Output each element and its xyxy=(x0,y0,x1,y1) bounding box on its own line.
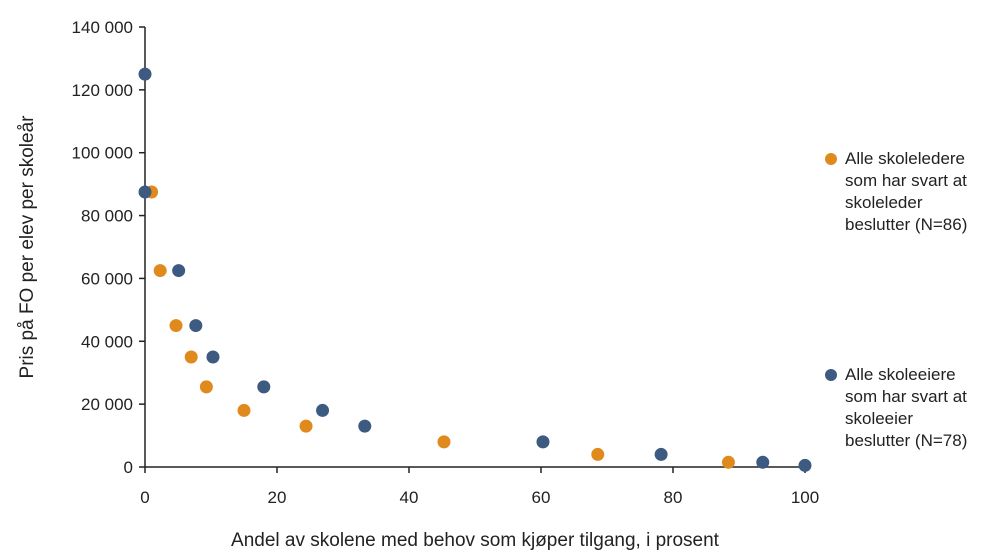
legend-label-line: som har svart at xyxy=(845,387,967,406)
data-point-skoleeiere xyxy=(536,435,550,449)
legend-label-line: Alle skoleeiere xyxy=(845,365,956,384)
x-tick-label: 100 xyxy=(791,488,819,507)
y-tick-label: 0 xyxy=(124,458,133,477)
data-point-skoleeiere xyxy=(316,403,330,417)
x-tick-label: 20 xyxy=(268,488,287,507)
data-point-skoleledere xyxy=(299,419,313,433)
data-point-skoleeiere xyxy=(138,67,152,81)
y-tick-label: 100 000 xyxy=(72,144,133,163)
y-tick-label: 120 000 xyxy=(72,81,133,100)
y-tick-label: 140 000 xyxy=(72,18,133,37)
x-axis-ticks: 0 20 40 60 80 100 xyxy=(140,467,819,507)
x-tick-label: 60 xyxy=(532,488,551,507)
y-tick-label: 80 000 xyxy=(81,207,133,226)
legend-item-skoleeiere: Alle skoleeiere som har svart at skoleei… xyxy=(825,364,1005,452)
legend-marker-blue xyxy=(825,369,837,381)
data-point-skoleeiere xyxy=(189,319,203,333)
data-point-skoleeiere xyxy=(172,264,186,278)
data-points xyxy=(138,67,812,472)
y-axis-ticks: 0 20 000 40 000 60 000 80 000 100 000 120 000 1… xyxy=(72,18,145,477)
x-tick-label: 0 xyxy=(140,488,149,507)
legend-marker-orange xyxy=(825,153,837,165)
x-axis-title: Andel av skolene med behov som kjøper ti… xyxy=(231,530,720,551)
legend: Alle skoleledere som har svart at skolel… xyxy=(0,0,1005,450)
x-tick-label: 80 xyxy=(664,488,683,507)
data-point-skoleledere xyxy=(591,447,605,461)
legend-label-line: skoleeier xyxy=(845,409,914,428)
data-point-skoleeiere xyxy=(654,447,668,461)
data-point-skoleledere xyxy=(721,455,735,469)
y-axis-title: Pris på FO per elev per skoleår xyxy=(17,115,38,379)
data-point-skoleledere xyxy=(184,350,198,364)
y-tick-label: 20 000 xyxy=(81,395,133,414)
data-point-skoleledere xyxy=(437,435,451,449)
y-tick-label: 60 000 xyxy=(81,269,133,288)
data-point-skoleeiere xyxy=(358,419,372,433)
data-point-skoleledere xyxy=(199,380,213,394)
x-tick-label: 40 xyxy=(400,488,419,507)
data-point-skoleeiere xyxy=(257,380,271,394)
data-point-skoleledere xyxy=(237,403,251,417)
data-point-skoleledere xyxy=(169,319,183,333)
legend-label-line: Alle skoleledere xyxy=(845,149,966,168)
data-point-skoleeiere xyxy=(798,458,812,472)
data-point-skoleeiere xyxy=(206,350,220,364)
legend-item-skoleledere: Alle skoleledere som har svart at skolel… xyxy=(825,148,1005,236)
legend-label-line: skoleleder xyxy=(845,193,923,212)
data-point-skoleeiere xyxy=(138,185,152,199)
legend-label-line: beslutter (N=78) xyxy=(845,431,968,450)
legend-label-line: som har svart at xyxy=(845,171,967,190)
data-point-skoleledere xyxy=(153,264,167,278)
y-tick-label: 40 000 xyxy=(81,332,133,351)
data-point-skoleeiere xyxy=(756,455,770,469)
legend-label-line: beslutter (N=86) xyxy=(845,215,968,234)
